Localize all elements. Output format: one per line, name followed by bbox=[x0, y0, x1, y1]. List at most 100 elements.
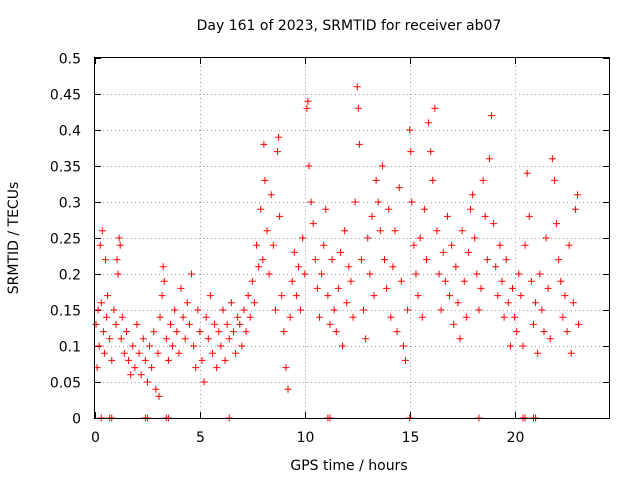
data-point bbox=[117, 335, 125, 343]
data-point bbox=[200, 378, 208, 386]
data-point bbox=[236, 320, 244, 328]
data-point bbox=[148, 364, 156, 372]
data-point bbox=[527, 277, 535, 285]
data-point bbox=[574, 191, 582, 199]
data-point bbox=[406, 126, 414, 134]
data-point bbox=[173, 328, 181, 336]
data-point bbox=[519, 342, 527, 350]
data-point bbox=[441, 277, 449, 285]
data-point bbox=[450, 320, 458, 328]
data-point bbox=[311, 256, 319, 264]
data-point bbox=[563, 328, 571, 336]
data-point bbox=[460, 277, 468, 285]
data-point bbox=[135, 349, 143, 357]
data-point bbox=[276, 212, 284, 220]
data-point bbox=[114, 270, 122, 278]
data-point bbox=[351, 198, 359, 206]
data-point bbox=[437, 306, 445, 314]
data-point bbox=[536, 270, 544, 278]
data-point bbox=[425, 119, 433, 127]
data-point bbox=[275, 133, 283, 141]
data-point bbox=[156, 313, 164, 321]
data-point bbox=[372, 176, 380, 184]
y-tick-label: 0.1 bbox=[59, 340, 81, 356]
data-point bbox=[150, 328, 158, 336]
data-point bbox=[94, 306, 102, 314]
data-point bbox=[393, 328, 401, 336]
data-point bbox=[309, 220, 317, 228]
data-point bbox=[225, 335, 233, 343]
data-point bbox=[322, 205, 330, 213]
data-point bbox=[259, 256, 267, 264]
data-point bbox=[120, 349, 128, 357]
data-point bbox=[496, 241, 504, 249]
data-point bbox=[181, 335, 189, 343]
data-point bbox=[561, 292, 569, 300]
data-points bbox=[92, 83, 583, 422]
data-point bbox=[103, 313, 111, 321]
data-point bbox=[101, 256, 109, 264]
data-point bbox=[115, 234, 123, 242]
data-point bbox=[118, 313, 126, 321]
data-point bbox=[332, 328, 340, 336]
data-point bbox=[297, 306, 305, 314]
data-point bbox=[204, 335, 212, 343]
data-point bbox=[304, 97, 312, 105]
data-point bbox=[387, 313, 395, 321]
data-point bbox=[113, 256, 121, 264]
x-tick-label: 10 bbox=[297, 430, 315, 446]
data-point bbox=[100, 349, 108, 357]
data-point bbox=[122, 328, 130, 336]
data-point bbox=[555, 256, 563, 264]
data-point bbox=[116, 241, 124, 249]
data-point bbox=[383, 284, 391, 292]
data-point bbox=[92, 320, 100, 328]
data-point bbox=[112, 320, 120, 328]
data-point bbox=[188, 270, 196, 278]
data-point bbox=[238, 342, 246, 350]
y-tick-label: 0.45 bbox=[50, 88, 81, 104]
data-point bbox=[479, 176, 487, 184]
y-tick-label: 0.4 bbox=[59, 124, 81, 140]
data-point bbox=[183, 299, 191, 307]
data-point bbox=[271, 306, 279, 314]
data-point bbox=[429, 176, 437, 184]
data-point bbox=[565, 241, 573, 249]
data-point bbox=[248, 277, 256, 285]
data-point bbox=[95, 342, 103, 350]
data-point bbox=[250, 299, 258, 307]
data-point bbox=[217, 342, 225, 350]
data-point bbox=[260, 140, 268, 148]
data-point bbox=[246, 313, 254, 321]
data-point bbox=[110, 306, 118, 314]
data-point bbox=[334, 284, 342, 292]
data-point bbox=[326, 320, 334, 328]
data-point bbox=[343, 299, 351, 307]
data-point bbox=[179, 313, 187, 321]
data-point bbox=[502, 256, 510, 264]
data-point bbox=[569, 299, 577, 307]
data-point bbox=[529, 320, 537, 328]
data-point bbox=[532, 299, 540, 307]
data-point bbox=[473, 270, 481, 278]
data-point bbox=[464, 248, 472, 256]
data-point bbox=[263, 227, 271, 235]
data-point bbox=[190, 342, 198, 350]
data-point bbox=[299, 234, 307, 242]
data-point bbox=[265, 270, 273, 278]
data-point bbox=[575, 320, 583, 328]
y-tick-label: 0.2 bbox=[59, 268, 81, 284]
data-point bbox=[269, 241, 277, 249]
data-point bbox=[370, 292, 378, 300]
data-point bbox=[427, 148, 435, 156]
data-point bbox=[274, 148, 282, 156]
data-point bbox=[206, 292, 214, 300]
data-point bbox=[443, 212, 451, 220]
y-tick-label: 0.05 bbox=[50, 376, 81, 392]
data-point bbox=[99, 328, 107, 336]
data-point bbox=[483, 256, 491, 264]
data-point bbox=[381, 256, 389, 264]
data-point bbox=[160, 277, 168, 285]
data-point bbox=[523, 169, 531, 177]
data-point bbox=[267, 191, 275, 199]
